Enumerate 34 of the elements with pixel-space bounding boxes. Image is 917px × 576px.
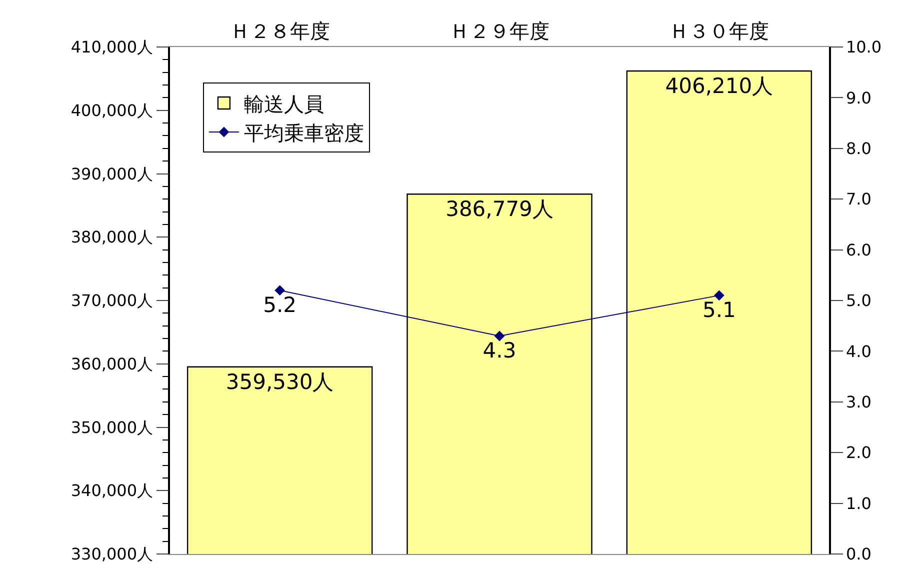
x-tick-label: Ｈ２８年度 <box>230 19 330 43</box>
data-label: 406,210人 <box>665 74 774 98</box>
y-tick-label: 400,000人 <box>70 100 154 120</box>
y2-tick-label: 2.0 <box>846 443 872 462</box>
y-tick-label: 330,000人 <box>70 544 154 564</box>
legend-label: 平均乗車密度 <box>244 120 364 145</box>
y-tick-label: 350,000人 <box>70 418 154 437</box>
y2-tick-label: 6.0 <box>846 240 872 260</box>
x-tick-label: Ｈ２９年度 <box>450 19 550 43</box>
y-tick-label: 390,000人 <box>70 164 154 184</box>
y2-tick-label: 8.0 <box>846 139 872 158</box>
y2-tick-label: 3.0 <box>846 392 872 412</box>
y2-tick-label: 10.0 <box>846 38 882 57</box>
y-tick-label: 370,000人 <box>70 291 154 310</box>
point <box>494 330 505 342</box>
data-label: 359,530人 <box>226 370 334 394</box>
legend-label: 輸送人員 <box>244 92 324 116</box>
y2-tick-label: 4.0 <box>846 342 872 361</box>
y2-tick-label: 7.0 <box>846 190 872 209</box>
data-label: 5.2 <box>263 293 297 318</box>
y2-tick-label: 1.0 <box>846 494 872 513</box>
y2-tick-label: 0.0 <box>846 544 872 564</box>
y-tick-label: 380,000人 <box>70 228 154 247</box>
data-label: 4.3 <box>482 338 516 363</box>
y-tick-label: 410,000人 <box>70 38 154 57</box>
point <box>274 285 286 296</box>
y2-tick-label: 9.0 <box>846 88 872 108</box>
data-label: 5.1 <box>702 298 736 322</box>
y2-tick-label: 5.0 <box>846 291 872 310</box>
point <box>714 290 724 301</box>
data-label: 386,779人 <box>446 197 554 222</box>
x-tick-label: Ｈ３０年度 <box>669 19 770 43</box>
y-tick-label: 340,000人 <box>70 481 154 500</box>
y-tick-label: 360,000人 <box>70 354 154 374</box>
